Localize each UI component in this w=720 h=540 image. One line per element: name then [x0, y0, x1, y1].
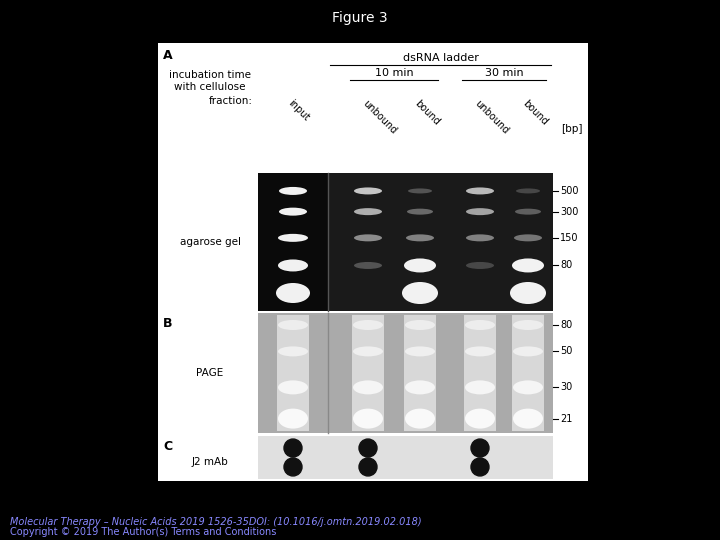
Text: 21: 21: [560, 414, 572, 423]
Ellipse shape: [406, 234, 434, 241]
Text: Molecular Therapy – Nucleic Acids 2019 1526-35DOI: (10.1016/j.omtn.2019.02.018): Molecular Therapy – Nucleic Acids 2019 1…: [10, 517, 422, 527]
Text: unbound: unbound: [361, 98, 399, 136]
Ellipse shape: [279, 208, 307, 215]
Ellipse shape: [278, 320, 308, 330]
Text: 80: 80: [560, 260, 572, 271]
Text: fraction:: fraction:: [209, 96, 253, 106]
Ellipse shape: [354, 234, 382, 241]
Bar: [328, 173, 553, 311]
Text: 150: 150: [560, 233, 578, 243]
Text: 50: 50: [560, 346, 572, 356]
Text: unbound: unbound: [473, 98, 510, 136]
Ellipse shape: [405, 346, 435, 356]
Ellipse shape: [465, 409, 495, 429]
Text: 80: 80: [560, 320, 572, 330]
Ellipse shape: [404, 259, 436, 273]
Ellipse shape: [353, 346, 383, 356]
Circle shape: [284, 439, 302, 457]
Ellipse shape: [408, 188, 432, 193]
Bar: [258, 313, 553, 433]
Ellipse shape: [466, 208, 494, 215]
Bar: [464, 315, 496, 431]
Ellipse shape: [515, 208, 541, 214]
Ellipse shape: [465, 346, 495, 356]
Bar: [404, 315, 436, 431]
Text: dsRNA ladder: dsRNA ladder: [402, 53, 478, 63]
Text: 30 min: 30 min: [485, 68, 523, 78]
Ellipse shape: [466, 234, 494, 241]
Ellipse shape: [278, 259, 308, 272]
Bar: [277, 315, 309, 431]
Ellipse shape: [279, 187, 307, 195]
Bar: [512, 315, 544, 431]
Ellipse shape: [510, 282, 546, 304]
Text: [bp]: [bp]: [561, 124, 582, 134]
Ellipse shape: [405, 409, 435, 429]
Text: 10 min: 10 min: [374, 68, 413, 78]
Ellipse shape: [405, 380, 435, 394]
Ellipse shape: [405, 320, 435, 330]
Circle shape: [284, 458, 302, 476]
Text: A: A: [163, 49, 173, 62]
Text: bound: bound: [521, 98, 550, 127]
Ellipse shape: [353, 320, 383, 330]
Ellipse shape: [353, 380, 383, 394]
Ellipse shape: [465, 320, 495, 330]
Ellipse shape: [513, 346, 543, 356]
Ellipse shape: [278, 346, 308, 356]
Text: 30: 30: [560, 382, 572, 393]
Ellipse shape: [514, 234, 542, 241]
Text: B: B: [163, 317, 173, 330]
Ellipse shape: [276, 283, 310, 303]
Ellipse shape: [354, 208, 382, 215]
Ellipse shape: [512, 259, 544, 273]
Ellipse shape: [353, 409, 383, 429]
Ellipse shape: [402, 282, 438, 304]
Circle shape: [359, 439, 377, 457]
Ellipse shape: [465, 380, 495, 394]
Ellipse shape: [278, 380, 308, 394]
Ellipse shape: [516, 188, 540, 193]
Ellipse shape: [278, 409, 308, 429]
Bar: [258, 173, 553, 311]
Ellipse shape: [513, 409, 543, 429]
Text: PAGE: PAGE: [197, 368, 224, 378]
Text: agarose gel: agarose gel: [179, 237, 240, 247]
Text: 300: 300: [560, 207, 578, 217]
Ellipse shape: [466, 187, 494, 194]
Text: Figure 3: Figure 3: [332, 11, 388, 25]
Ellipse shape: [354, 187, 382, 194]
Bar: [258, 436, 553, 479]
Ellipse shape: [513, 320, 543, 330]
Ellipse shape: [354, 262, 382, 269]
Text: input: input: [286, 98, 311, 123]
Ellipse shape: [513, 380, 543, 394]
Text: C: C: [163, 440, 172, 453]
Ellipse shape: [407, 208, 433, 214]
Bar: [158, 43, 588, 481]
Text: J2 mAb: J2 mAb: [192, 457, 228, 467]
Text: Copyright © 2019 The Author(s) Terms and Conditions: Copyright © 2019 The Author(s) Terms and…: [10, 527, 276, 537]
Circle shape: [471, 458, 489, 476]
Ellipse shape: [466, 262, 494, 269]
Circle shape: [471, 439, 489, 457]
Ellipse shape: [278, 234, 308, 242]
Text: 500: 500: [560, 186, 578, 196]
Circle shape: [359, 458, 377, 476]
Bar: [352, 315, 384, 431]
Text: bound: bound: [413, 98, 442, 127]
Text: incubation time
with cellulose: incubation time with cellulose: [169, 70, 251, 92]
